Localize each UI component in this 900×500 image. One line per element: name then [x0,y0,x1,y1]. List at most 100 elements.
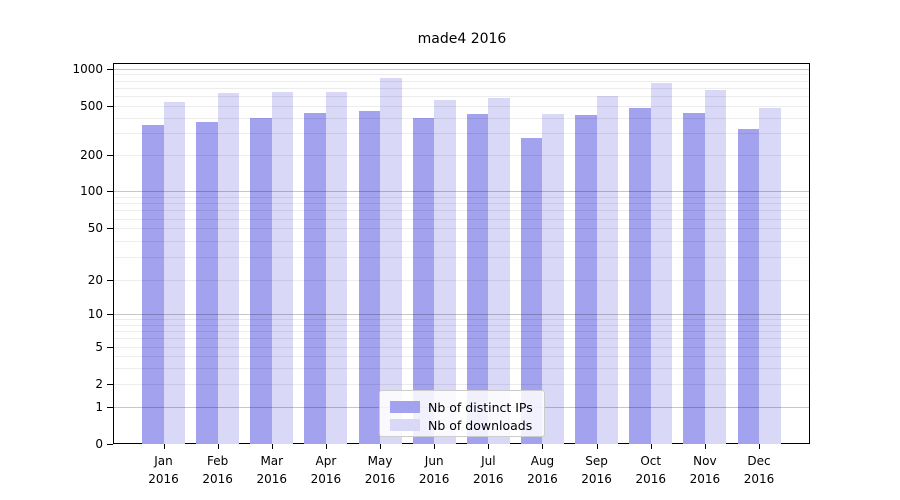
gridline-minor [114,210,809,212]
x-tick-label-line: 2016 [256,472,288,486]
gridline-minor [114,117,809,119]
x-axis-tick [704,444,706,449]
y-tick-label: 1000 [72,61,103,76]
gridline-minor [114,356,809,357]
gridline-minor [114,218,809,220]
gridline-minor [114,280,809,281]
y-tick-label: 50 [87,221,103,236]
bar-distinct-ips-nov [683,112,705,444]
x-axis-tick [217,444,219,449]
gridline-minor [114,367,809,369]
y-axis-tick [107,154,113,156]
x-tick-label: May 2016 [352,452,408,488]
gridline-major [114,314,809,315]
gridline-minor [114,257,809,259]
bar-downloads-sep [596,95,619,444]
y-tick-label: 500 [80,98,103,113]
legend-swatch-distinct-ips [390,401,420,413]
bar-downloads-feb [217,92,240,444]
bar-distinct-ips-apr [304,113,326,444]
bar-distinct-ips-may [358,111,381,444]
x-tick-label-line: 2016 [743,472,775,486]
x-tick-label-line: Apr [315,454,337,468]
x-tick-label: Oct 2016 [623,452,679,488]
gridline-minor [114,347,809,348]
bar-downloads-jul [488,98,510,444]
x-tick-label: Jul 2016 [460,452,516,488]
x-tick-label-line: Jul [481,454,496,468]
gridline-minor [114,330,809,332]
gridline-minor [114,319,809,321]
y-axis-tick [107,280,113,281]
y-axis-tick [107,191,113,193]
bar-distinct-ips-sep [575,114,597,444]
bar-downloads-nov [704,90,727,444]
y-axis-tick [107,407,113,408]
x-axis-tick [325,444,327,449]
x-tick-label-line: 2016 [202,472,233,486]
x-axis-tick [596,444,598,449]
x-tick-label: Nov 2016 [677,452,733,488]
x-tick-label: Jan 2016 [136,452,192,488]
y-axis-tick [107,228,113,230]
y-tick-label: 5 [95,340,103,354]
bar-distinct-ips-dec [737,129,759,444]
y-tick-label: 1 [95,400,103,414]
bar-downloads-apr [325,91,348,444]
bar-distinct-ips-jun [412,118,435,444]
y-axis-tick [107,105,113,107]
legend-label-downloads: Nb of downloads [428,417,533,433]
legend: Nb of distinct IPs Nb of downloads [379,390,545,437]
bar-distinct-ips-mar [250,118,272,444]
x-tick-label-line: 2016 [473,472,504,486]
bar-downloads-dec [759,107,781,444]
legend-swatch-downloads [390,419,420,431]
gridline-minor [114,324,809,326]
gridline-minor [114,132,809,134]
y-tick-label: 100 [80,184,103,199]
y-axis-tick [107,444,113,445]
x-tick-label-line: 2016 [581,472,612,486]
gridline-minor [114,338,809,340]
x-tick-label-line: 2016 [418,472,450,486]
bar-distinct-ips-feb [196,121,218,444]
x-tick-label: Feb 2016 [190,452,246,488]
gridline-minor [114,228,809,230]
gridline-minor [114,240,809,242]
x-tick-label: Aug 2016 [514,452,570,488]
x-tick-label: Sep 2016 [569,452,625,488]
bar-downloads-may [380,78,402,444]
x-tick-label: Apr 2016 [298,452,354,488]
x-tick-label: Jun 2016 [406,452,462,488]
y-tick-label: 20 [87,273,103,287]
gridline-major [114,191,809,193]
x-axis-tick [163,444,165,449]
bar-distinct-ips-oct [629,107,651,444]
gridline-minor [114,105,809,107]
x-tick-label-line: 2016 [310,472,342,486]
y-axis-tick [107,347,113,348]
x-tick-label-line: 2016 [148,472,179,486]
x-tick-label-line: Jan [154,454,173,468]
y-axis-tick [107,68,113,70]
bar-downloads-aug [542,113,564,444]
x-tick-label-line: 2016 [527,472,558,486]
x-tick-label-line: May [367,454,393,468]
gridline-minor [114,95,809,97]
x-axis-tick [488,444,490,449]
x-tick-label-line: 2016 [635,472,666,486]
y-tick-label: 0 [95,437,103,451]
gridline-minor [114,74,809,76]
legend-entry-distinct-ips: Nb of distinct IPs [390,398,534,416]
x-tick-label-line: Dec [747,454,771,468]
x-tick-label: Dec 2016 [731,452,787,488]
x-tick-label: Mar 2016 [244,452,300,488]
x-axis-tick [434,444,436,449]
y-axis-tick [107,314,113,315]
x-axis-tick [271,444,273,449]
y-tick-label: 10 [87,307,103,321]
gridline-minor [114,87,809,89]
x-axis-tick [650,444,652,449]
gridline-minor [114,154,809,156]
